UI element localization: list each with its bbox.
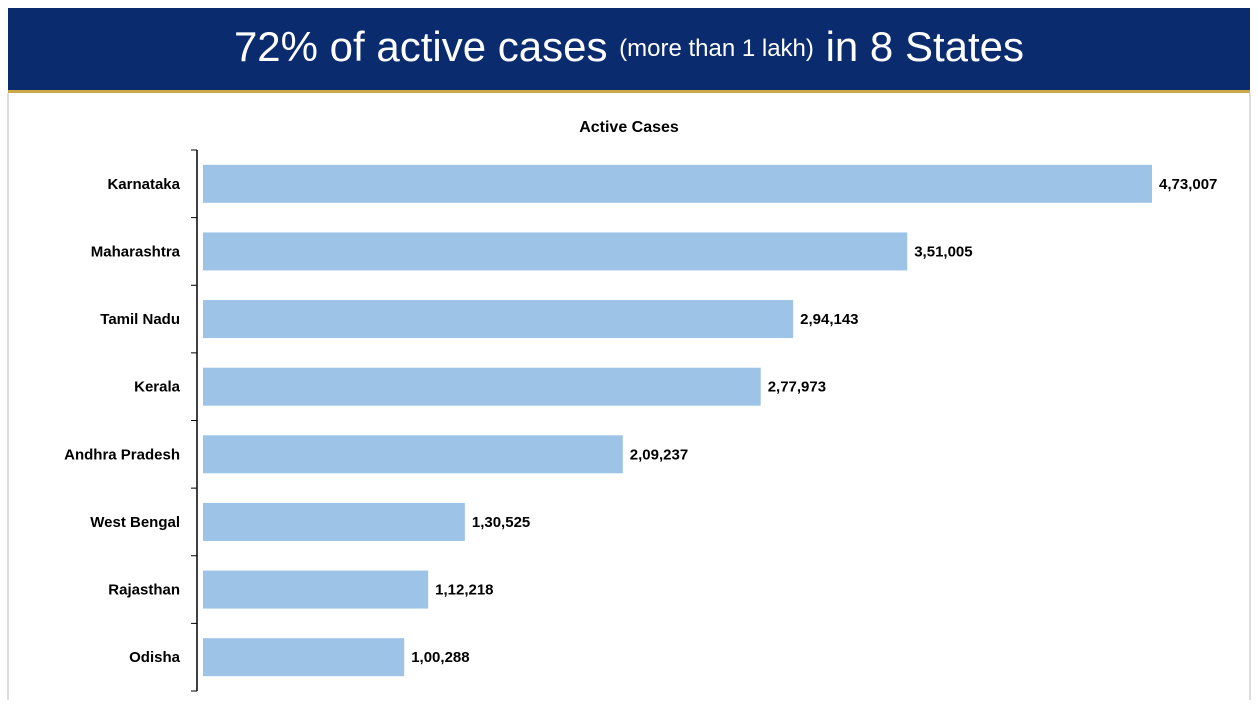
category-label: Maharashtra [91,243,181,260]
title-part: in 8 States [826,23,1024,70]
bar [203,367,761,406]
value-label: 1,00,288 [411,649,469,666]
bar [203,570,429,609]
bar [203,502,465,541]
category-label: Karnataka [107,176,180,193]
category-label: Odisha [129,649,181,666]
value-label: 4,73,007 [1159,176,1217,193]
title-part: (more than 1 lakh) [619,35,814,62]
bar [203,232,908,271]
value-label: 1,12,218 [435,582,493,599]
value-label: 2,94,143 [800,311,858,328]
banner-title: 72% of active cases (more than 1 lakh) i… [234,23,1024,70]
chart-title: Active Cases [579,119,679,136]
category-label: Rajasthan [108,582,180,599]
category-label: Tamil Nadu [100,311,180,328]
bar [203,164,1152,203]
bar [203,435,623,474]
value-label: 1,30,525 [472,514,530,531]
value-label: 2,77,973 [768,379,826,396]
category-label: Kerala [134,379,181,396]
category-label: West Bengal [90,514,180,531]
title-banner [8,8,1250,90]
title-part: 72% of active cases [234,23,608,70]
banner-rule [8,90,1250,93]
value-label: 2,09,237 [630,446,688,463]
bar [203,300,794,339]
category-label: Andhra Pradesh [64,446,180,463]
bar [203,638,405,677]
value-label: 3,51,005 [914,243,972,260]
